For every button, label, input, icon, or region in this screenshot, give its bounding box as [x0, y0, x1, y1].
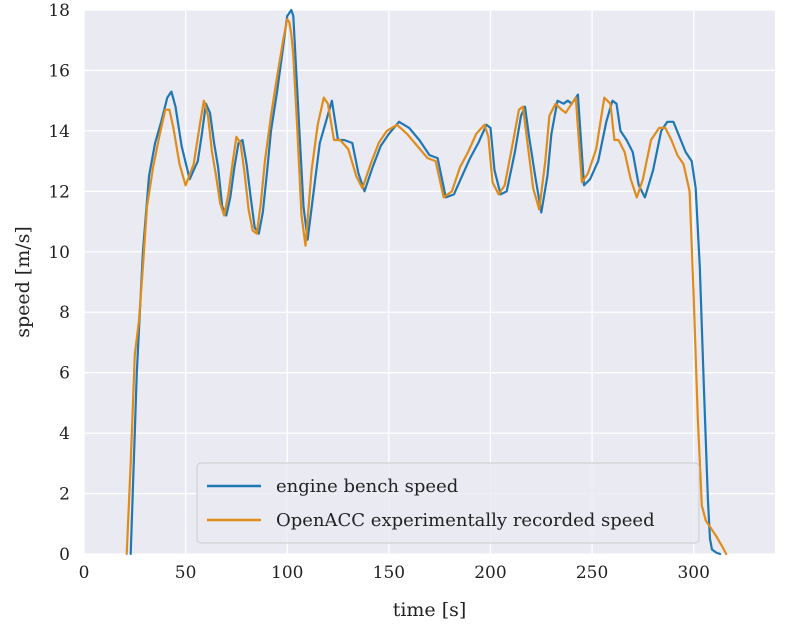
y-tick-label: 16	[48, 61, 70, 81]
series-line-0	[129, 8, 722, 556]
x-tick-label: 0	[79, 563, 90, 583]
x-tick-label: 250	[576, 563, 608, 583]
x-tick-label: 300	[677, 563, 709, 583]
y-tick-label: 6	[59, 364, 70, 384]
y-tick-label: 10	[48, 243, 70, 263]
x-tick-label: 150	[373, 563, 405, 583]
y-axis-ticks: 0 2 4 6 8 10 12 14 16 18	[48, 1, 70, 565]
y-tick-label: 8	[59, 303, 70, 323]
x-tick-label: 100	[271, 563, 303, 583]
x-axis-label: time [s]	[393, 599, 467, 621]
series-line-1	[125, 18, 728, 556]
series-lines	[125, 8, 728, 556]
y-tick-label: 2	[59, 485, 70, 505]
x-tick-label: 200	[474, 563, 506, 583]
y-tick-label: 0	[59, 545, 70, 565]
legend: engine bench speed OpenACC experimentall…	[196, 462, 700, 544]
x-axis-ticks: 0 50 100 150 200 250 300	[79, 563, 710, 583]
x-tick-label: 50	[175, 563, 197, 583]
y-tick-label: 18	[48, 1, 70, 21]
legend-entry-openacc: OpenACC experimentally recorded speed	[276, 510, 655, 531]
legend-entry-engine-bench: engine bench speed	[276, 476, 458, 497]
legend-box	[196, 462, 700, 544]
y-tick-label: 14	[48, 122, 70, 142]
y-tick-label: 12	[48, 182, 70, 202]
y-axis-label: speed [m/s]	[12, 226, 34, 338]
y-tick-label: 4	[59, 424, 70, 444]
